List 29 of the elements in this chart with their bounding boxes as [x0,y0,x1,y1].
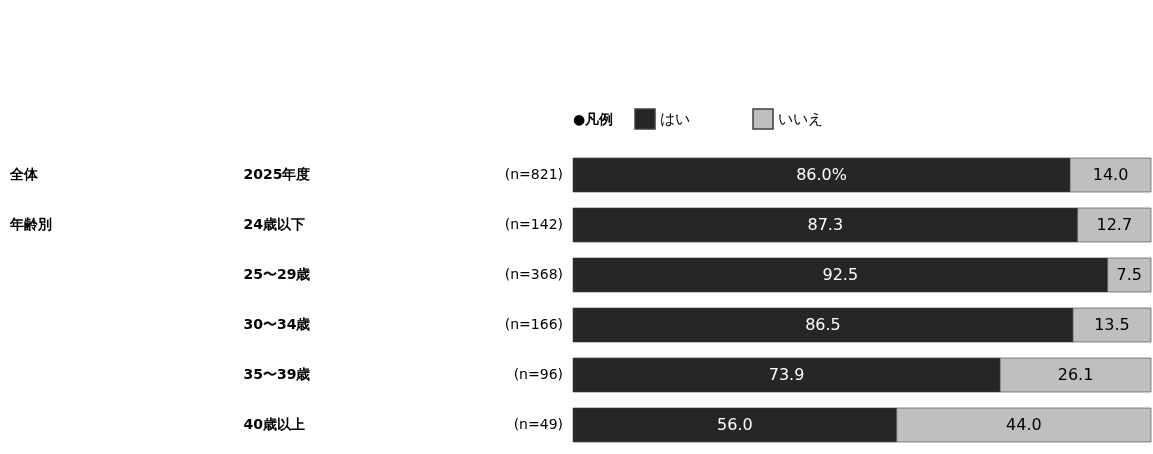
data-label: 73.9 [768,365,805,384]
data-label: 86.0% [796,165,847,184]
text: 年齢別 [9,216,52,232]
data-label: 87.3 [807,215,844,234]
y-tick-label: 35〜39歳 [243,366,311,382]
legend-label: いいえ [778,110,823,128]
text: 全体 [9,166,39,182]
legend-label: はい [660,110,690,128]
text: (n=142) [504,216,563,232]
y-tick-label: 2025年度 [243,166,311,182]
data-label: 26.1 [1057,365,1094,384]
text: (n=368) [504,266,563,282]
data-label: 12.7 [1096,215,1133,234]
text: (n=96) [513,366,563,382]
text: (n=49) [513,416,563,432]
data-label: 14.0 [1092,165,1129,184]
y-tick-label: 30〜34歳 [243,316,311,332]
data-label: 7.5 [1116,265,1143,284]
y-tick-label: 25〜29歳 [243,266,311,282]
data-label: 56.0 [717,415,753,434]
text: (n=821) [504,166,563,182]
data-label: 86.5 [805,315,841,334]
y-tick-label: 40歳以上 [243,416,305,432]
data-label: 92.5 [822,265,859,284]
legend-title: ●凡例 [573,111,614,127]
data-label: 13.5 [1094,315,1130,334]
y-tick-label: 24歳以下 [243,216,305,232]
text: (n=166) [504,316,563,332]
data-label: 44.0 [1006,415,1042,434]
